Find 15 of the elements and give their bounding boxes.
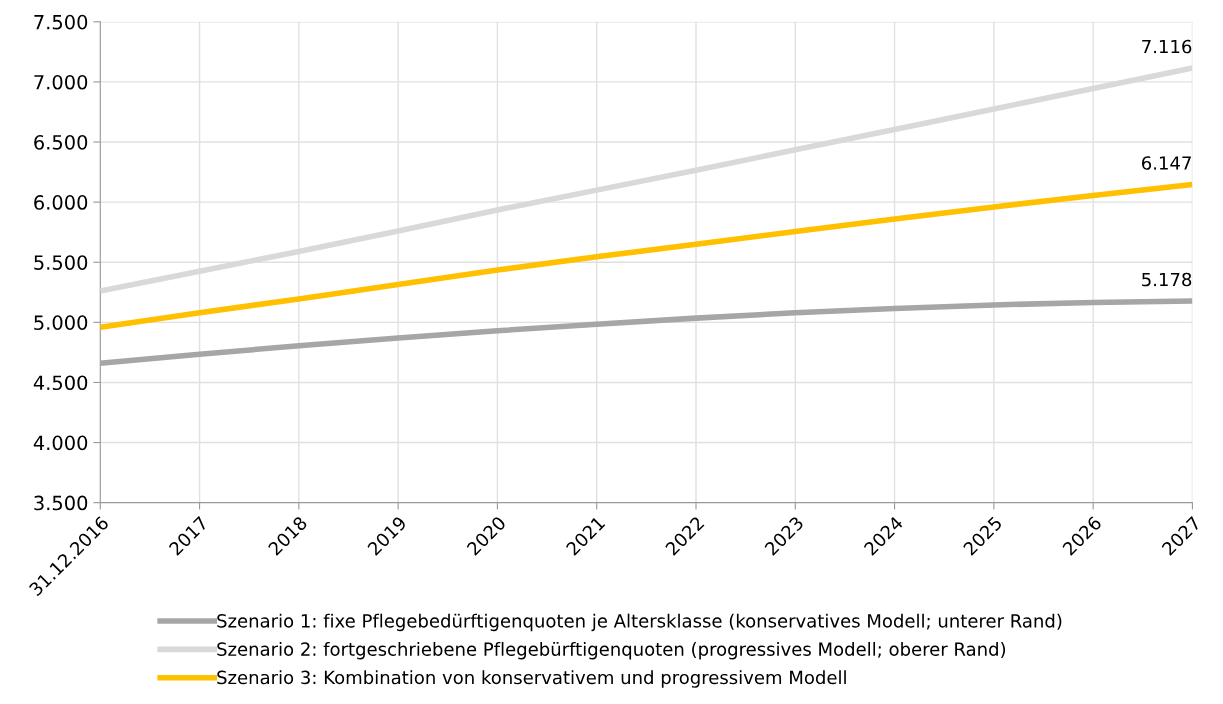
legend-label: Szenario 3: Kombination von konservativem und progressivem Modell <box>217 670 846 688</box>
data-label: 5.178 <box>1142 272 1192 287</box>
y-tick-label: 5.000 <box>34 315 88 331</box>
y-tick-label: 6.000 <box>34 195 88 210</box>
y-tick-label: 7.500 <box>34 14 88 30</box>
y-tick-label: 4.500 <box>33 375 88 391</box>
y-tick-label: 7.000 <box>34 74 88 90</box>
y-tick-label: 4.000 <box>33 435 88 451</box>
data-label: 7.116 <box>1142 39 1192 54</box>
legend-label: Szenario 1: fixe Pflegebedürftigenquoten je Altersklasse (konservatives Modell; unterer Rand) <box>217 613 1062 632</box>
y-tick-label: 3.500 <box>34 495 88 511</box>
legend-label: Szenario 2: fortgeschriebene Pflegebürftigenquoten (progressives Modell; oberer Rand) <box>217 641 1006 660</box>
data-label: 6.147 <box>1142 156 1191 170</box>
y-tick-label: 6.500 <box>34 134 88 150</box>
y-tick-label: 5.500 <box>34 255 88 270</box>
